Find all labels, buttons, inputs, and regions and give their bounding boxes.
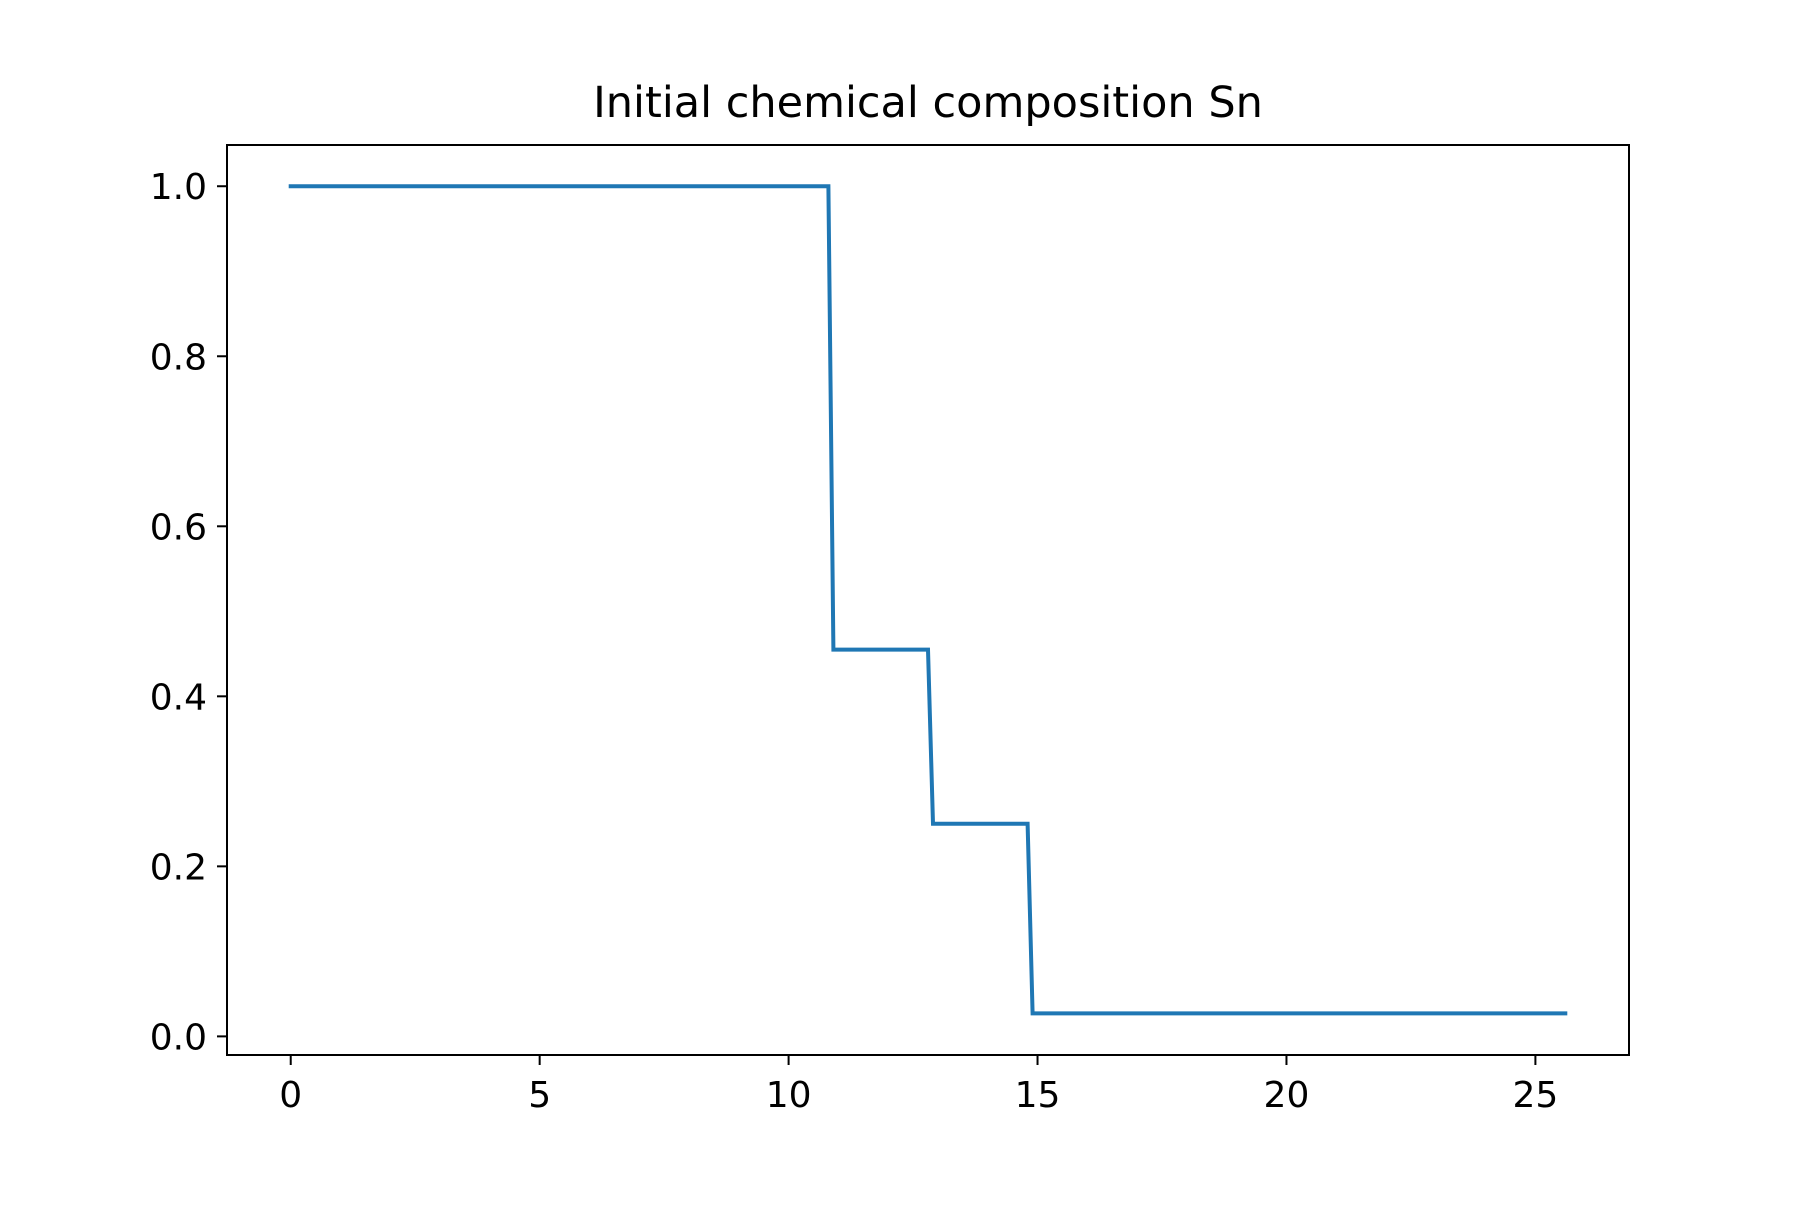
y-tick-label: 1.0 xyxy=(150,167,207,208)
x-tick-label: 0 xyxy=(279,1075,302,1116)
x-tick-label: 5 xyxy=(528,1075,551,1116)
x-tick-label: 25 xyxy=(1512,1075,1558,1116)
plot-frame xyxy=(226,144,1630,1056)
y-axis: 0.0 0.2 0.4 0.6 0.8 1.0 xyxy=(150,167,227,1058)
x-tick-label: 20 xyxy=(1264,1075,1310,1116)
x-tick-label: 15 xyxy=(1015,1075,1061,1116)
series-line-sn xyxy=(288,184,1568,1016)
y-tick-label: 0.0 xyxy=(150,1017,207,1058)
chart-title: Initial chemical composition Sn xyxy=(593,78,1263,128)
y-tick-label: 0.8 xyxy=(150,337,207,378)
y-tick-label: 0.6 xyxy=(150,507,207,548)
x-tick-label: 10 xyxy=(766,1075,812,1116)
plot-series xyxy=(288,184,1568,1016)
x-axis: 0 5 10 15 20 25 xyxy=(279,1055,1558,1116)
y-tick-label: 0.2 xyxy=(150,847,207,888)
y-tick-label: 0.4 xyxy=(150,677,207,718)
